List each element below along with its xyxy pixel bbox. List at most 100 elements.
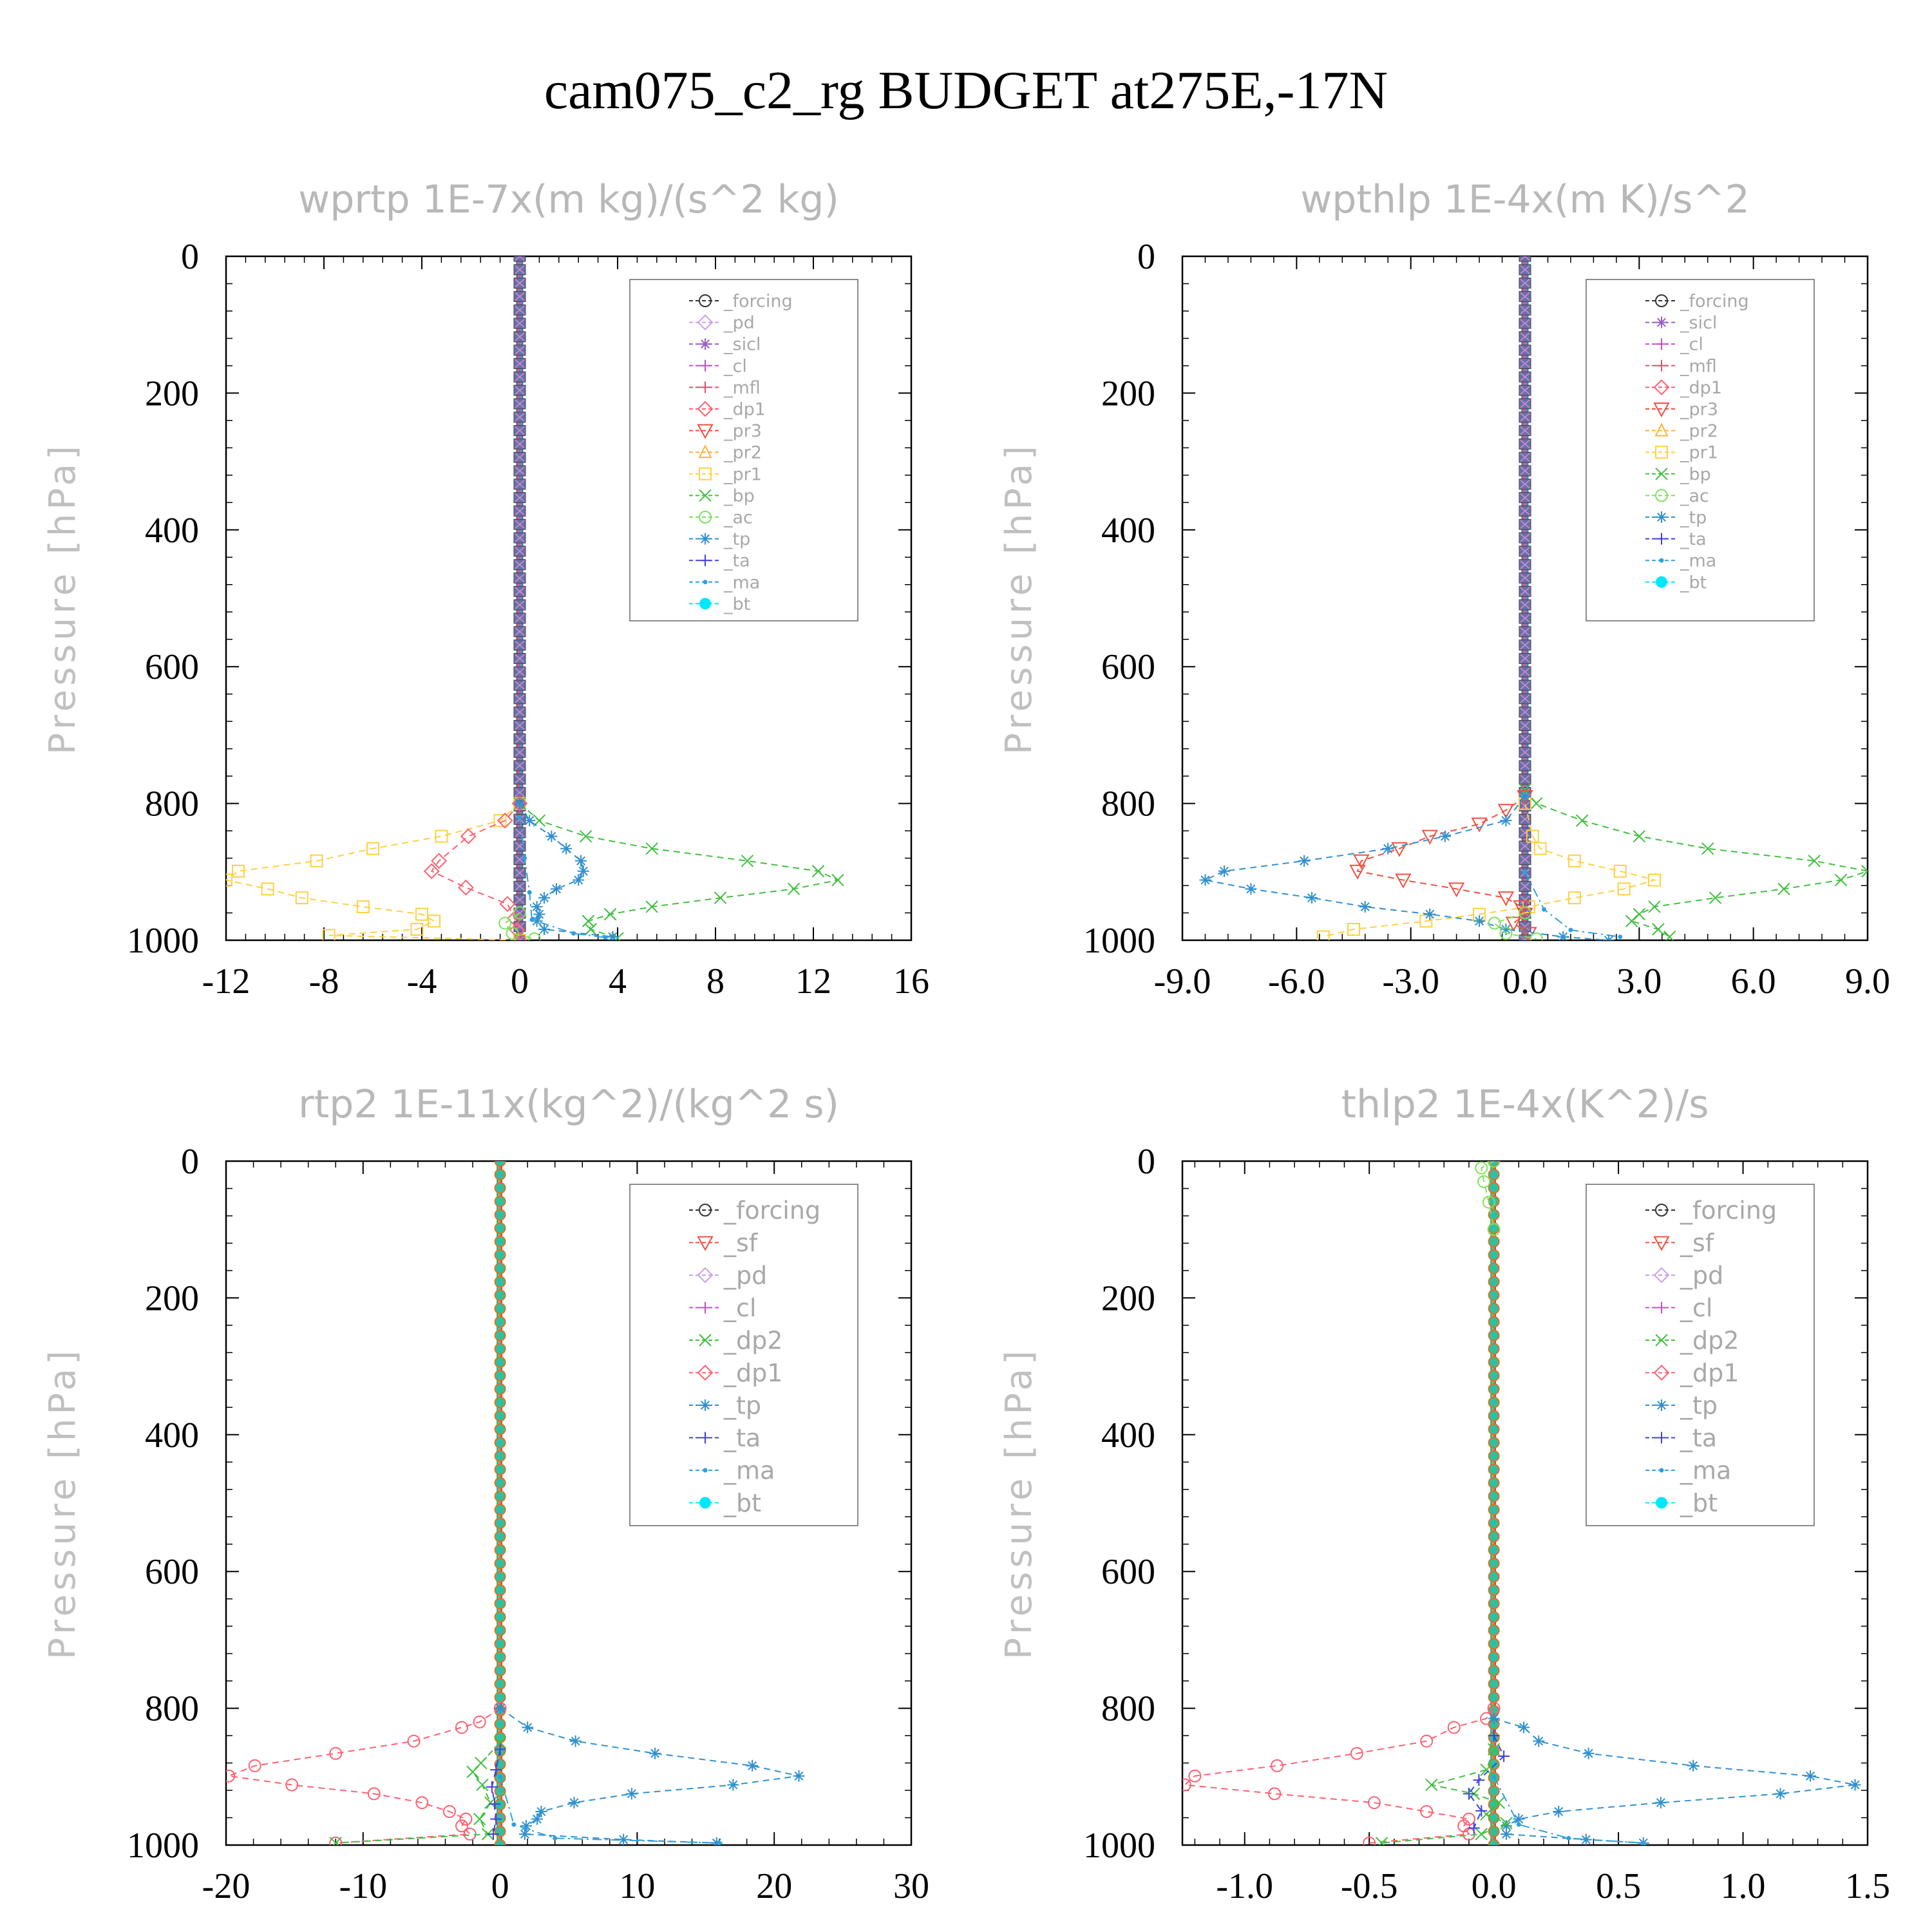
zero-marker — [1520, 667, 1530, 676]
data-point — [410, 923, 424, 936]
legend-marker — [1655, 1204, 1668, 1217]
legend-item-cl: _cl — [1645, 335, 1703, 355]
data-point — [494, 1743, 506, 1756]
legend-marker — [1656, 359, 1667, 372]
zero-marker — [515, 654, 525, 663]
y-tick-label: 800 — [1101, 1689, 1155, 1729]
legend-item-dp1: _dp1 — [1645, 378, 1722, 398]
data-point — [1305, 892, 1318, 904]
zero-marker — [515, 681, 525, 690]
legend-marker — [1653, 379, 1670, 395]
legend-label: _tp — [1680, 507, 1707, 527]
data-point — [442, 1804, 456, 1818]
zero-marker — [1488, 1664, 1500, 1676]
zero-marker — [494, 1691, 506, 1703]
zero-marker — [1520, 279, 1530, 288]
zero-marker — [1488, 1182, 1500, 1194]
data-point — [248, 1759, 261, 1772]
series-dp1 — [1182, 1701, 1501, 1845]
legend-marker — [1656, 338, 1667, 350]
y-tick-label: 200 — [145, 374, 199, 413]
data-point — [527, 890, 532, 895]
data-point — [1488, 1712, 1500, 1725]
data-point — [494, 1702, 506, 1714]
zero-marker — [1520, 573, 1530, 583]
data-point — [1517, 907, 1533, 923]
zero-marker — [1520, 346, 1530, 355]
legend: _forcing _sf _pd _cl _dp2 _dp1 _tp _ta _ma _bt — [629, 1184, 858, 1526]
zero-marker — [494, 1732, 506, 1744]
data-area — [226, 1161, 805, 1845]
data-point — [514, 797, 526, 810]
series-ma — [517, 815, 608, 940]
data-point — [727, 1779, 739, 1791]
data-point — [1566, 1835, 1571, 1841]
legend-marker — [1656, 576, 1667, 588]
data-point — [538, 923, 550, 936]
y-tick-label: 600 — [145, 1552, 199, 1592]
zero-marker — [515, 453, 525, 462]
data-point — [498, 1774, 503, 1779]
legend-item-ta: _ta — [1645, 1424, 1717, 1452]
legend-item-forcing: _forcing — [1645, 291, 1749, 311]
series-line — [500, 1707, 799, 1844]
legend-item-bp: _bp — [1645, 464, 1711, 484]
zero-marker — [1488, 1544, 1500, 1556]
y-tick-label: 400 — [145, 1416, 199, 1455]
zero-marker — [515, 506, 525, 516]
legend-item-bt: _bt — [689, 594, 750, 614]
legend-label: _bt — [723, 594, 750, 614]
data-point — [520, 1820, 533, 1832]
data-point — [575, 855, 587, 867]
data-point — [645, 842, 658, 855]
legend-item-ta: _ta — [689, 551, 750, 571]
data-point — [1419, 914, 1433, 928]
zero-marker — [1488, 1584, 1500, 1596]
zero-marker — [1488, 1302, 1500, 1314]
legend-marker — [1659, 558, 1664, 563]
data-point — [1218, 865, 1231, 877]
data-point — [1633, 829, 1646, 843]
x-tick-label: 10 — [619, 1866, 655, 1906]
data-point — [571, 931, 576, 936]
panel-title: wprtp 1E-7x(m kg)/(s^2 kg) — [298, 177, 839, 222]
y-tick-label: 0 — [181, 237, 199, 277]
legend-item-ma: _ma — [1645, 1456, 1731, 1484]
data-point — [522, 1721, 534, 1734]
data-point — [1382, 842, 1394, 855]
zero-marker — [494, 1624, 506, 1636]
data-point — [506, 927, 519, 940]
data-point — [1582, 1747, 1595, 1759]
data-point — [1575, 814, 1589, 827]
data-point — [1349, 864, 1366, 880]
data-point — [415, 1796, 429, 1810]
plot-frame — [1181, 1160, 1869, 1846]
data-point — [717, 1841, 722, 1845]
data-point — [1567, 854, 1581, 867]
zero-marker — [1519, 256, 1531, 262]
y-tick-label: 200 — [1101, 374, 1155, 413]
legend-label: _dp1 — [1680, 1359, 1739, 1387]
series-dp1 — [226, 1701, 507, 1845]
zero-marker — [494, 1557, 506, 1569]
zero-marker — [1488, 1423, 1500, 1435]
legend-item-ma: _ma — [689, 1456, 775, 1484]
x-tick-label: 8 — [706, 961, 724, 1001]
data-point — [489, 1798, 501, 1810]
legend-label: _bt — [1680, 1489, 1718, 1517]
data-point — [545, 830, 558, 842]
data-point — [459, 1812, 473, 1826]
legend-label: _sicl — [1680, 313, 1717, 333]
zero-marker — [1520, 439, 1530, 448]
legend-item-pr3: _pr3 — [1645, 399, 1718, 419]
zero-marker — [1520, 748, 1530, 757]
x-tick-label: 0 — [491, 1866, 509, 1906]
panel-1: wprtp 1E-7x(m kg)/(s^2 kg) Pressure [hPa]… — [42, 177, 929, 1001]
legend-label: _bt — [1680, 573, 1707, 592]
legend-item-cl: _cl — [689, 1294, 756, 1322]
data-point — [1463, 1788, 1475, 1800]
legend-label: _dp1 — [723, 399, 766, 419]
y-tick-label: 200 — [1101, 1278, 1155, 1318]
legend-item-pr2: _pr2 — [1645, 421, 1718, 441]
legend-label: _tp — [723, 529, 750, 549]
